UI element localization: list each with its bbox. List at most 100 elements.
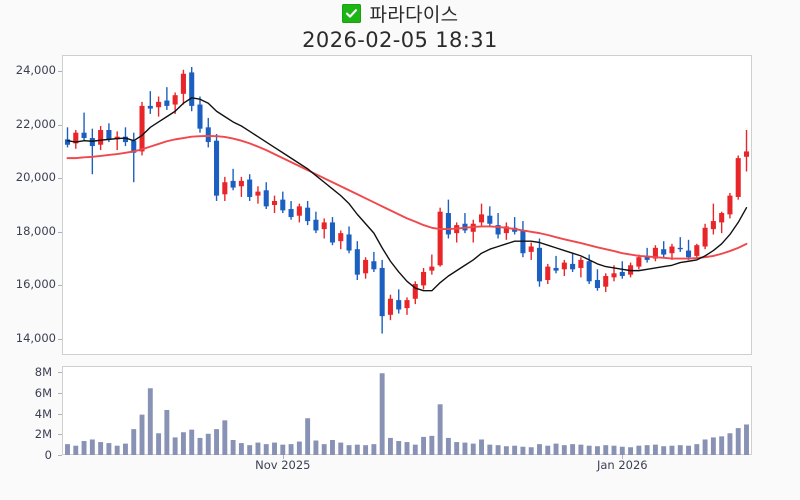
candle-body xyxy=(404,300,410,309)
candle-body xyxy=(594,280,600,289)
volume-tick-label: 8M xyxy=(34,365,52,380)
volume-bar xyxy=(131,429,137,455)
candlestick xyxy=(677,237,683,252)
volume-bar xyxy=(255,442,261,455)
volume-bar xyxy=(586,445,592,455)
candlestick xyxy=(147,91,153,114)
candlestick xyxy=(379,259,385,334)
volume-bar xyxy=(495,445,501,455)
ma-short-line xyxy=(66,97,748,292)
candlestick xyxy=(197,96,203,133)
candlestick xyxy=(743,130,750,172)
candle-body xyxy=(346,234,352,251)
date-tick-mark xyxy=(622,455,624,459)
candle-body xyxy=(106,130,112,140)
volume-bar xyxy=(479,439,484,455)
candlestick xyxy=(702,223,708,250)
candlestick xyxy=(73,130,79,149)
candle-body xyxy=(147,105,153,109)
volume-bar xyxy=(205,433,211,455)
candlestick xyxy=(156,96,162,117)
candle-body xyxy=(172,95,178,105)
candle-body xyxy=(354,249,360,275)
volume-bar xyxy=(603,445,609,455)
volume-bar xyxy=(222,420,228,455)
volume-bar xyxy=(346,445,352,455)
volume-bar xyxy=(735,428,741,455)
candlestick xyxy=(478,203,485,227)
candlestick xyxy=(561,259,567,276)
candle-body xyxy=(619,271,625,276)
candlestick xyxy=(578,257,584,278)
volume-bar xyxy=(89,439,95,455)
candle-body xyxy=(487,215,493,224)
volume-bar xyxy=(280,444,286,455)
price-tick-mark xyxy=(58,231,62,233)
candle-body xyxy=(98,130,104,145)
candle-body xyxy=(81,132,87,139)
volume-tick-label: 6M xyxy=(34,385,52,400)
candlestick xyxy=(122,127,128,147)
candle-body xyxy=(164,100,170,106)
candle-body xyxy=(735,158,741,197)
candle-body xyxy=(396,300,402,310)
price-tick-label: 18,000 xyxy=(15,223,56,238)
candle-body xyxy=(421,271,427,286)
volume-bar xyxy=(238,443,244,455)
volume-bar xyxy=(404,442,410,455)
candle-body xyxy=(205,127,211,143)
volume-bar xyxy=(462,442,468,455)
volume-bar xyxy=(230,439,236,455)
candlestick xyxy=(437,207,443,267)
volume-bar xyxy=(437,404,443,455)
candle-body xyxy=(545,266,551,280)
candlestick xyxy=(528,242,534,260)
candlestick xyxy=(255,186,261,204)
candlestick xyxy=(661,241,667,258)
date-tick-mark xyxy=(282,455,284,459)
candle-body xyxy=(603,275,609,287)
candle-body xyxy=(553,267,559,271)
volume-bar xyxy=(164,409,170,455)
volume-tick-mark xyxy=(58,392,62,394)
candle-body xyxy=(363,259,369,274)
volume-tick-mark xyxy=(58,413,62,415)
candlestick xyxy=(644,247,650,263)
candlestick xyxy=(421,267,427,290)
candle-body xyxy=(669,246,675,254)
volume-bar xyxy=(677,445,683,455)
volume-bar xyxy=(313,440,319,455)
volume-bar xyxy=(65,444,70,455)
candlestick xyxy=(139,101,145,156)
candlestick xyxy=(164,87,170,110)
volume-bar xyxy=(578,444,584,455)
candle-body xyxy=(445,213,451,235)
volume-bar xyxy=(694,444,700,455)
price-tick-label: 22,000 xyxy=(15,116,56,131)
ma-long-line xyxy=(66,134,748,260)
volume-bar xyxy=(180,432,186,455)
volume-bar xyxy=(387,437,393,455)
candle-body xyxy=(197,104,203,129)
price-tick-mark xyxy=(58,124,62,126)
candle-body xyxy=(156,101,162,108)
volume-bar xyxy=(545,445,551,455)
candlestick xyxy=(445,199,451,239)
candle-body xyxy=(702,227,708,247)
candlestick xyxy=(354,241,360,280)
price-tick-mark xyxy=(58,285,62,287)
candlestick xyxy=(313,211,319,234)
candle-body xyxy=(686,250,692,258)
volume-bar xyxy=(710,437,716,455)
candle-body xyxy=(271,200,278,205)
volume-bar xyxy=(330,439,335,455)
candle-body xyxy=(313,219,319,231)
candle-body xyxy=(288,209,294,218)
candlestick xyxy=(404,297,410,315)
volume-bar xyxy=(189,429,195,455)
candle-body xyxy=(495,225,501,235)
volume-bar xyxy=(354,444,360,455)
volume-bar xyxy=(503,446,509,455)
